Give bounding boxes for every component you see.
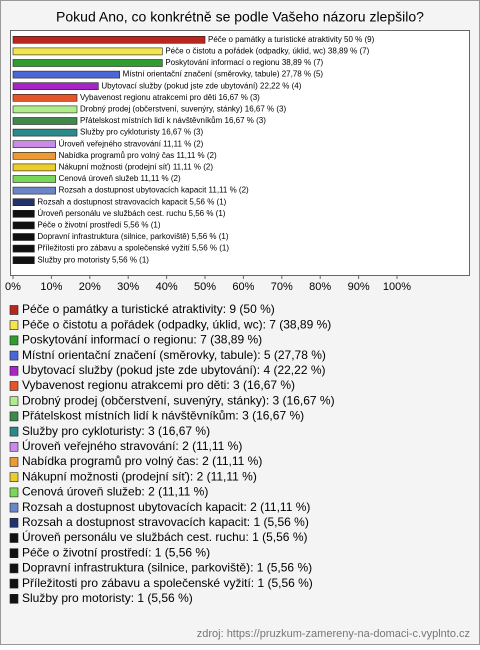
- value-label: Rozsah a dostupnost ubytovacích kapacit …: [59, 186, 249, 195]
- legend-label: Péče o čistotu a pořádek (odpadky, úklid…: [22, 317, 331, 331]
- x-tick-label: 80%: [309, 281, 331, 293]
- legend-swatch: [9, 563, 19, 574]
- legend-swatch: [9, 487, 19, 498]
- bar: [12, 163, 56, 172]
- bar: [12, 152, 56, 160]
- x-tick-label: 0%: [5, 281, 21, 293]
- value-label: Služby pro cykloturisty 16,67 % (3): [80, 128, 203, 137]
- bar: [12, 128, 78, 137]
- x-tick-label: 50%: [194, 281, 216, 293]
- legend-swatch: [9, 350, 19, 361]
- bar: [12, 221, 35, 230]
- bar: [12, 117, 78, 125]
- value-label: Nákupní možnosti (prodejní síť) 11,11 % …: [59, 163, 214, 172]
- legend-label: Místní orientační značení (směrovky, tab…: [22, 348, 326, 362]
- value-label: Péče o památky a turistické atraktivity …: [208, 35, 375, 44]
- x-tick-label: 10%: [40, 281, 62, 293]
- legend-swatch: [9, 578, 19, 589]
- legend-label: Služby pro motoristy: 1 (5,56 %): [22, 591, 193, 605]
- chart-title: Pokud Ano, co konkrétně se podle Vašeho …: [56, 9, 424, 25]
- value-label: Úroveň veřejného stravování 11,11 % (2): [59, 139, 204, 148]
- bar: [12, 105, 78, 114]
- legend-label: Nabídka programů pro volný čas: 2 (11,11…: [22, 454, 262, 468]
- bar: [12, 256, 35, 265]
- legend-swatch: [9, 548, 19, 559]
- bar: [12, 140, 56, 148]
- legend-label: Nákupní možnosti (prodejní síť): 2 (11,1…: [22, 469, 257, 483]
- legend-swatch: [9, 305, 19, 315]
- bar: [12, 35, 206, 44]
- value-label: Nabídka programů pro volný čas 11,11 % (…: [59, 151, 217, 160]
- bar: [12, 70, 120, 79]
- legend-label: Ubytovací služby (pokud jste zde ubytová…: [22, 363, 326, 377]
- value-label: Poskytování informací o regionu 38,89 % …: [165, 58, 323, 67]
- value-label: Vybavenost regionu atrakcemi pro děti 16…: [80, 93, 260, 102]
- legend-swatch: [9, 365, 19, 376]
- value-label: Rozsah a dostupnost stravovacích kapacit…: [37, 197, 226, 206]
- legend-swatch: [9, 593, 19, 604]
- legend-label: Příležitosti pro zábavu a společenské vy…: [22, 576, 313, 590]
- legend-label: Péče o životní prostředí: 1 (5,56 %): [22, 545, 210, 559]
- bar: [12, 94, 78, 102]
- value-label: Přátelskost místních lidí k návštěvníkům…: [80, 116, 266, 125]
- legend-label: Cenová úroveň služeb: 2 (11,11 %): [22, 485, 208, 499]
- x-tick-label: 70%: [271, 281, 293, 293]
- bar: [12, 59, 163, 67]
- value-label: Drobný prodej (občerstvení, suvenýry, st…: [80, 105, 287, 114]
- bar: [12, 198, 35, 206]
- value-label: Ubytovací služby (pokud jste zde ubytová…: [101, 81, 301, 90]
- legend-swatch: [9, 396, 19, 407]
- value-label: Příležitosti pro zábavu a společenské vy…: [37, 244, 229, 253]
- bar: [12, 244, 35, 253]
- x-tick-label: 100%: [383, 281, 411, 293]
- value-label: Péče o čistotu a pořádek (odpadky, úklid…: [165, 47, 369, 56]
- x-tick-label: 30%: [117, 281, 139, 293]
- legend-swatch: [9, 517, 19, 528]
- legend-swatch: [9, 411, 19, 422]
- legend-label: Péče o památky a turistické atraktivity:…: [22, 302, 275, 316]
- value-label: Služby pro motoristy 5,56 % (1): [37, 255, 149, 264]
- legend-label: Rozsah a dostupnost ubytovacích kapacit:…: [22, 500, 310, 514]
- legend-label: Poskytování informací o regionu: 7 (38,8…: [22, 333, 262, 347]
- legend-label: Služby pro cykloturisty: 3 (16,67 %): [22, 424, 210, 438]
- bar: [12, 210, 35, 218]
- legend-swatch: [9, 502, 19, 513]
- value-label: Dopravní infrastruktura (silnice, parkov…: [37, 232, 229, 241]
- bar: [12, 82, 99, 90]
- legend-label: Úroveň personálu ve službách cest. ruchu…: [22, 529, 307, 544]
- x-tick-label: 40%: [156, 281, 178, 293]
- legend-swatch: [9, 320, 19, 331]
- legend-swatch: [9, 426, 19, 437]
- legend-swatch: [9, 472, 19, 483]
- legend-label: Rozsah a dostupnost stravovacích kapacit…: [22, 515, 309, 529]
- legend-swatch: [9, 381, 19, 391]
- legend-label: Přátelskost místních lidí k návštěvníkům…: [22, 409, 304, 423]
- bar: [12, 175, 56, 183]
- legend-swatch: [9, 533, 19, 543]
- value-label: Cenová úroveň služeb 11,11 % (2): [59, 174, 181, 183]
- source: zdroj: https://pruzkum-zamereny-na-domac…: [197, 628, 470, 640]
- legend-label: Dopravní infrastruktura (silnice, parkov…: [22, 561, 312, 575]
- value-label: Místní orientační značení (směrovky, tab…: [123, 70, 324, 79]
- x-tick-label: 90%: [348, 281, 370, 293]
- value-label: Úroveň personálu ve službách cest. ruchu…: [37, 209, 225, 218]
- legend-label: Úroveň veřejného stravování: 2 (11,11 %): [22, 438, 242, 453]
- legend-label: Drobný prodej (občerstvení, suvenýry, st…: [22, 393, 335, 407]
- bar: [12, 186, 56, 195]
- bar: [12, 47, 163, 56]
- legend-swatch: [9, 457, 19, 467]
- value-label: Péče o životní prostředí 5,56 % (1): [37, 221, 161, 230]
- legend-swatch: [9, 441, 19, 452]
- bar: [12, 233, 35, 241]
- x-tick-label: 20%: [79, 281, 101, 293]
- x-tick-label: 60%: [232, 281, 254, 293]
- legend-swatch: [9, 335, 19, 346]
- legend-label: Vybavenost regionu atrakcemi pro děti: 3…: [22, 378, 295, 392]
